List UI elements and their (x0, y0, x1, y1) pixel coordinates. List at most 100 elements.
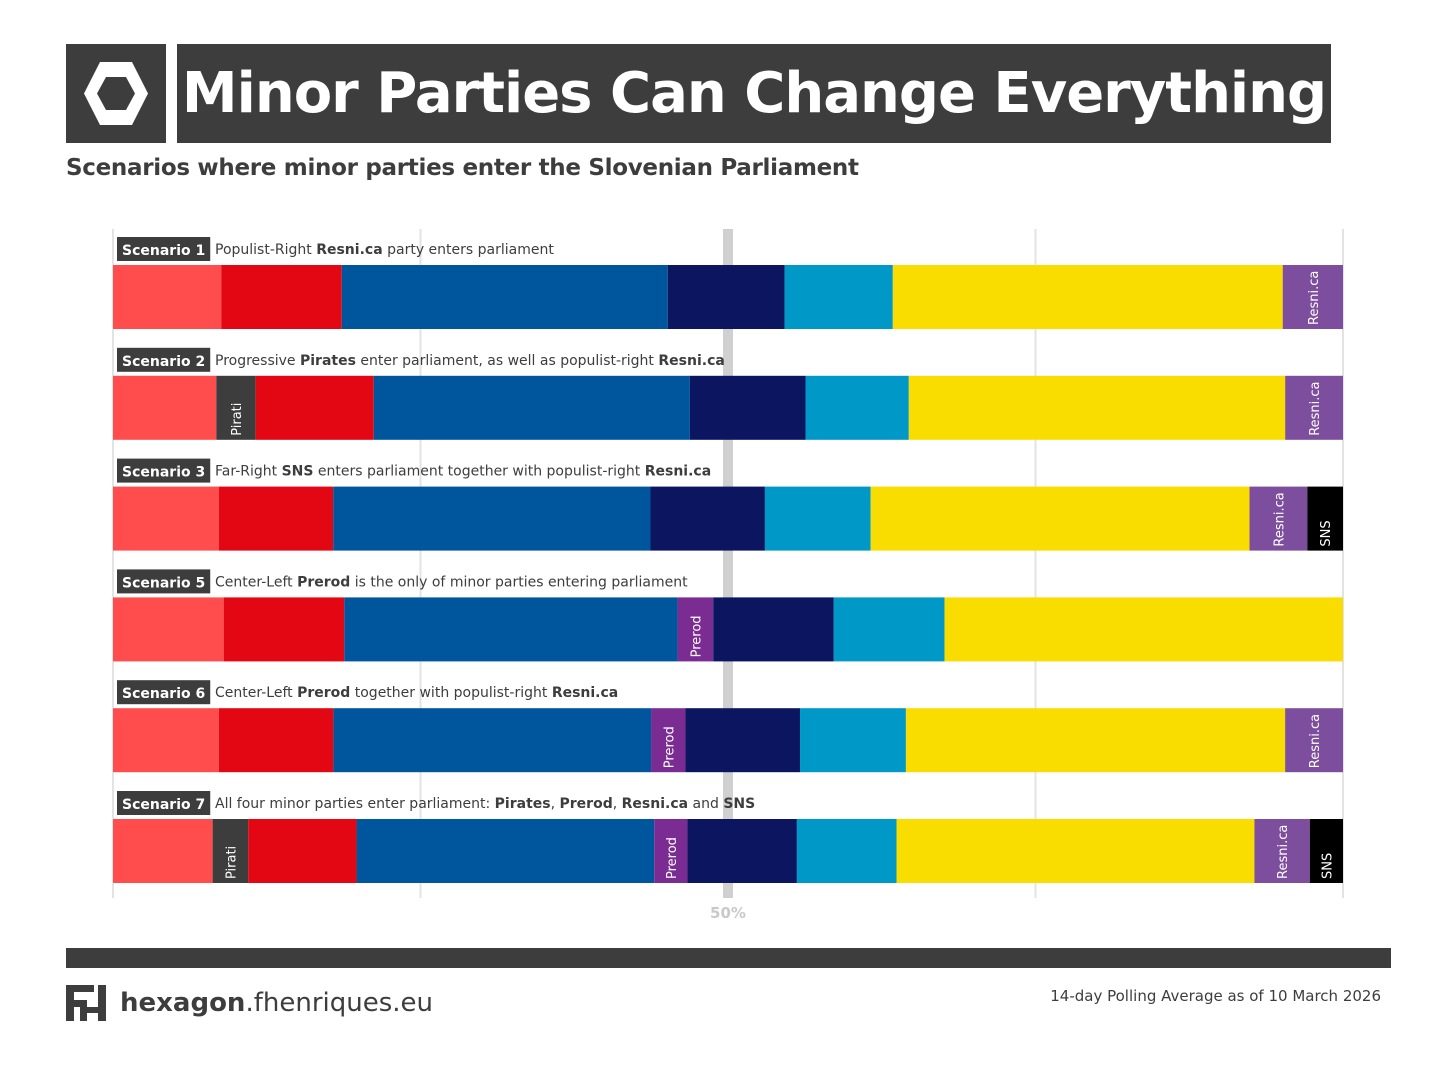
bar-segment-pirati (216, 375, 256, 440)
bar-segment-demokrati (784, 265, 893, 329)
scenario-badge (117, 237, 211, 261)
site-url-bold: hexagon (120, 988, 246, 1018)
party-name: Pirates (300, 353, 356, 369)
bar-segment-nsi (667, 265, 785, 329)
bar-segment-nsi (687, 819, 797, 883)
segment-label: Prerod (662, 726, 677, 768)
party-name: Resni.ca (622, 796, 688, 812)
segment-label: SNS (1319, 520, 1334, 546)
bar-segment-gs (896, 819, 1255, 883)
scenario-badge (117, 458, 211, 483)
bar-segment-demokrati (833, 597, 945, 662)
title-banner: Minor Parties Can Change Everything (177, 44, 1331, 143)
segment-label: Resni.ca (1308, 381, 1323, 435)
bar-segment-sds (344, 597, 678, 662)
scenario-row: Scenario 7 All four minor parties enter p… (113, 791, 1343, 883)
bar-segment-gs (870, 486, 1250, 551)
party-name: Prerod (297, 685, 350, 701)
bar-segment-nsi (650, 486, 765, 551)
segment-label: Prerod (665, 837, 680, 879)
bar-segment-gs (908, 375, 1286, 440)
bar-segment-sd (113, 486, 219, 551)
segment-label: Resni.ca (1276, 825, 1291, 879)
bar-segment-levica (255, 375, 374, 440)
bar-segment-sns (1309, 819, 1343, 883)
bar-segment-sd (113, 708, 219, 773)
bar-segment-levica (248, 819, 357, 883)
description-text: Center-Left (215, 574, 297, 590)
bar-segment-resnica (1285, 708, 1343, 773)
scenario-description: Populist-Right Resni.ca party enters par… (215, 242, 554, 258)
site-url-rest: .fhenriques.eu (245, 988, 434, 1018)
bar-segment-resnica (1254, 819, 1310, 883)
bar-segment-demokrati (805, 375, 909, 440)
scenario-badge-label: Scenario 7 (122, 797, 205, 813)
segment-label: Prerod (689, 615, 704, 657)
bar-segment-gs (892, 265, 1283, 329)
bar-segment-gs (905, 708, 1286, 773)
page-title: Minor Parties Can Change Everything (181, 61, 1327, 126)
scenario-row: Scenario 1 Populist-Right Resni.ca party … (113, 237, 1343, 329)
description-text: Progressive (215, 353, 300, 369)
bar-segment-resnica (1282, 265, 1343, 329)
bar-segment-sns (1307, 486, 1343, 551)
scenario-badge (117, 680, 211, 705)
party-name: SNS (723, 796, 755, 812)
bar-segment-prerod (651, 708, 686, 773)
scenario-badge-label: Scenario 1 (122, 243, 205, 259)
description-text: enters parliament together with populist… (313, 464, 644, 480)
scenario-badge-label: Scenario 5 (122, 575, 205, 591)
description-text: together with populist-right (350, 685, 552, 701)
segment-label: SNS (1320, 853, 1335, 879)
bar-segment-demokrati (800, 708, 906, 773)
party-name: Resni.ca (658, 353, 724, 369)
party-name: SNS (282, 464, 314, 480)
bar-segment-sd (113, 265, 222, 329)
party-name: Pirates (495, 796, 551, 812)
bar-segment-demokrati (796, 819, 897, 883)
description-text: party enters parliament (383, 242, 555, 258)
footer-brand[interactable]: hexagon.fhenriques.eu (66, 982, 433, 1024)
scenario-description: Progressive Pirates enter parliament, as… (215, 353, 725, 369)
description-text: Far-Right (215, 464, 282, 480)
description-text: and (688, 796, 723, 812)
segment-label: Resni.ca (1272, 492, 1287, 546)
fh-logo-icon (66, 985, 106, 1021)
party-name: Resni.ca (645, 464, 711, 480)
footer-divider (66, 948, 1391, 968)
segment-label: Pirati (230, 403, 245, 436)
bar-segment-sds (333, 708, 652, 773)
bar-segment-levica (218, 486, 334, 551)
bar-segment-prerod (654, 819, 688, 883)
bar-segment-nsi (689, 375, 806, 440)
party-name: Resni.ca (316, 242, 382, 258)
scenario-badge-label: Scenario 6 (122, 686, 205, 702)
hexagon-icon (84, 62, 148, 125)
bar-segment-resnica (1249, 486, 1308, 551)
description-text: is the only of minor parties entering pa… (350, 574, 688, 590)
scenario-row: Scenario 2 Progressive Pirates enter parl… (113, 347, 1343, 440)
description-text: , (613, 796, 622, 812)
bar-segment-prerod (677, 597, 714, 662)
party-name: Prerod (560, 796, 613, 812)
description-text: Center-Left (215, 685, 297, 701)
scenario-row: Scenario 6 Center-Left Prerod together wi… (113, 680, 1343, 773)
bar-segment-sds (341, 265, 668, 329)
bar-segment-nsi (685, 708, 801, 773)
segment-label: Pirati (224, 846, 239, 879)
bar-segment-gs (944, 597, 1343, 662)
site-url[interactable]: hexagon.fhenriques.eu (120, 988, 433, 1018)
bar-segment-resnica (1285, 375, 1343, 440)
bar-segment-levica (221, 265, 342, 329)
bar-segment-sd (113, 819, 213, 883)
scenario-description: All four minor parties enter parliament:… (215, 796, 755, 812)
bar-segment-sd (113, 375, 217, 440)
scenario-badge-label: Scenario 2 (122, 354, 205, 370)
bar-segment-levica (223, 597, 345, 662)
bar-segment-sds (333, 486, 651, 551)
page-subtitle: Scenarios where minor parties enter the … (66, 155, 859, 181)
bar-segment-levica (218, 708, 334, 773)
description-text: All four minor parties enter parliament: (215, 796, 495, 812)
scenario-row: Scenario 3 Far-Right SNS enters parliamen… (113, 458, 1343, 551)
bar-segment-sd (113, 597, 224, 662)
